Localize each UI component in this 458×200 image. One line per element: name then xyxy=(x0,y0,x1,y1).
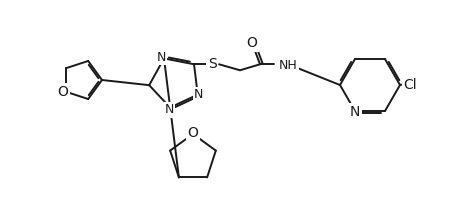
Text: O: O xyxy=(57,85,68,99)
Text: N: N xyxy=(164,103,174,116)
Text: N: N xyxy=(350,105,360,119)
Text: NH: NH xyxy=(279,59,298,72)
Text: O: O xyxy=(246,36,257,50)
Text: Cl: Cl xyxy=(403,78,417,92)
Text: N: N xyxy=(156,51,166,64)
Text: S: S xyxy=(207,57,216,71)
Text: O: O xyxy=(188,126,198,140)
Text: N: N xyxy=(194,88,203,101)
